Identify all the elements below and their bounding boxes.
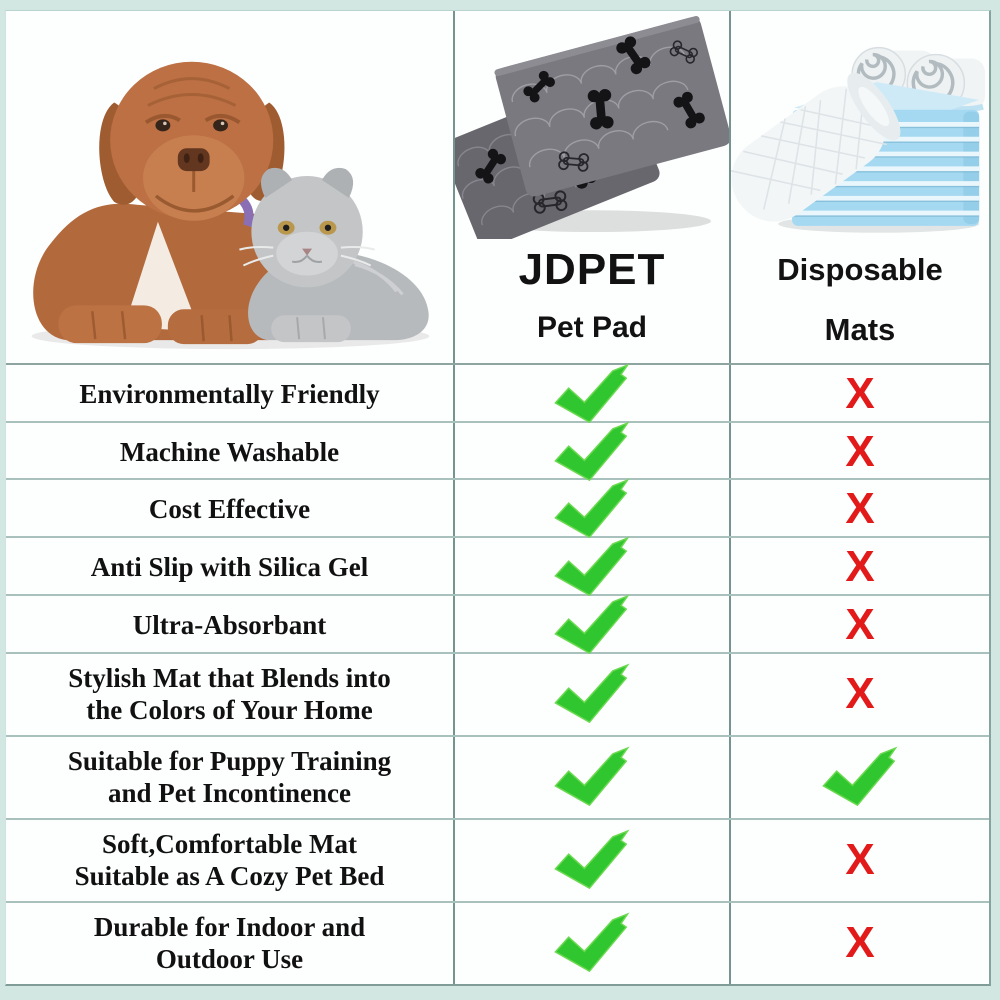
jdpet-value-cell bbox=[455, 902, 731, 984]
disposable-value-cell: X bbox=[731, 819, 989, 901]
feature-label: Stylish Mat that Blends into the Colors … bbox=[6, 653, 455, 735]
jdpet-brand-name: JDPET bbox=[518, 245, 666, 294]
jdpet-value-cell bbox=[455, 363, 731, 425]
x-icon: X bbox=[845, 599, 875, 649]
x-icon: X bbox=[845, 669, 875, 719]
x-icon: X bbox=[845, 426, 875, 476]
disposable-name-line2: Mats bbox=[824, 312, 896, 347]
content-frame: JDPET Pet Pad bbox=[5, 10, 991, 986]
check-icon bbox=[552, 746, 633, 808]
x-icon: X bbox=[845, 918, 875, 968]
jdpet-value-cell bbox=[455, 736, 731, 818]
feature-label: Ultra-Absorbant bbox=[6, 595, 455, 654]
jdpet-value-cell bbox=[455, 653, 731, 735]
x-icon: X bbox=[845, 542, 875, 592]
check-icon bbox=[552, 912, 633, 974]
disposable-value-cell: X bbox=[731, 595, 989, 654]
table-row: Durable for Indoor and Outdoor Use X bbox=[6, 900, 989, 984]
table-row: Soft,Comfortable Mat Suitable as A Cozy … bbox=[6, 817, 989, 901]
jdpet-panel: JDPET Pet Pad bbox=[455, 11, 731, 363]
disposable-value-cell: X bbox=[731, 902, 989, 984]
check-icon bbox=[552, 829, 633, 891]
table-row: Cost Effective X bbox=[6, 478, 989, 540]
jdpet-value-cell bbox=[455, 594, 731, 656]
jdpet-value-cell bbox=[455, 478, 731, 540]
jdpet-value-cell bbox=[455, 819, 731, 901]
jdpet-pad-product-image bbox=[455, 15, 729, 239]
feature-label: Environmentally Friendly bbox=[6, 365, 455, 423]
table-row: Suitable for Puppy Training and Pet Inco… bbox=[6, 734, 989, 818]
table-row: Machine Washable X bbox=[6, 420, 989, 483]
feature-label: Suitable for Puppy Training and Pet Inco… bbox=[6, 736, 455, 818]
check-icon bbox=[552, 421, 633, 483]
roll-large bbox=[731, 72, 901, 222]
disposable-value-cell: X bbox=[731, 365, 989, 423]
jdpet-product-name: Pet Pad bbox=[536, 311, 648, 344]
comparison-table: Environmentally Friendly X Machine Washabl… bbox=[6, 363, 989, 984]
table-row: Environmentally Friendly X bbox=[6, 363, 989, 425]
feature-label: Anti Slip with Silica Gel bbox=[6, 538, 455, 597]
feature-label: Cost Effective bbox=[6, 480, 455, 539]
disposable-value-cell: X bbox=[731, 538, 989, 597]
feature-label: Durable for Indoor and Outdoor Use bbox=[6, 902, 455, 984]
check-icon bbox=[820, 746, 901, 808]
check-icon bbox=[552, 663, 633, 725]
disposable-value-cell: X bbox=[731, 653, 989, 735]
puppy-and-cat-photo bbox=[31, 61, 430, 350]
disposable-panel: Disposable Mats bbox=[731, 11, 989, 363]
feature-label: Soft,Comfortable Mat Suitable as A Cozy … bbox=[6, 819, 455, 901]
check-icon bbox=[552, 478, 633, 540]
header-row: JDPET Pet Pad bbox=[6, 11, 989, 363]
disposable-mats-product-image bbox=[731, 46, 986, 233]
disposable-value-cell: X bbox=[731, 422, 989, 481]
disposable-name-line1: Disposable bbox=[777, 252, 943, 287]
pets-photo-panel bbox=[6, 11, 455, 363]
x-icon: X bbox=[845, 835, 875, 885]
jdpet-value-cell bbox=[455, 536, 731, 598]
disposable-value-cell: X bbox=[731, 480, 989, 539]
table-row: Anti Slip with Silica Gel X bbox=[6, 536, 989, 598]
table-row: Stylish Mat that Blends into the Colors … bbox=[6, 651, 989, 735]
disposable-value-cell bbox=[731, 736, 989, 818]
check-icon bbox=[552, 536, 633, 598]
jdpet-value-cell bbox=[455, 421, 731, 483]
x-icon: X bbox=[845, 484, 875, 534]
table-row: Ultra-Absorbant X bbox=[6, 593, 989, 656]
x-icon: X bbox=[845, 369, 875, 418]
feature-label: Machine Washable bbox=[6, 422, 455, 481]
check-icon bbox=[552, 594, 633, 656]
check-icon bbox=[552, 363, 633, 425]
